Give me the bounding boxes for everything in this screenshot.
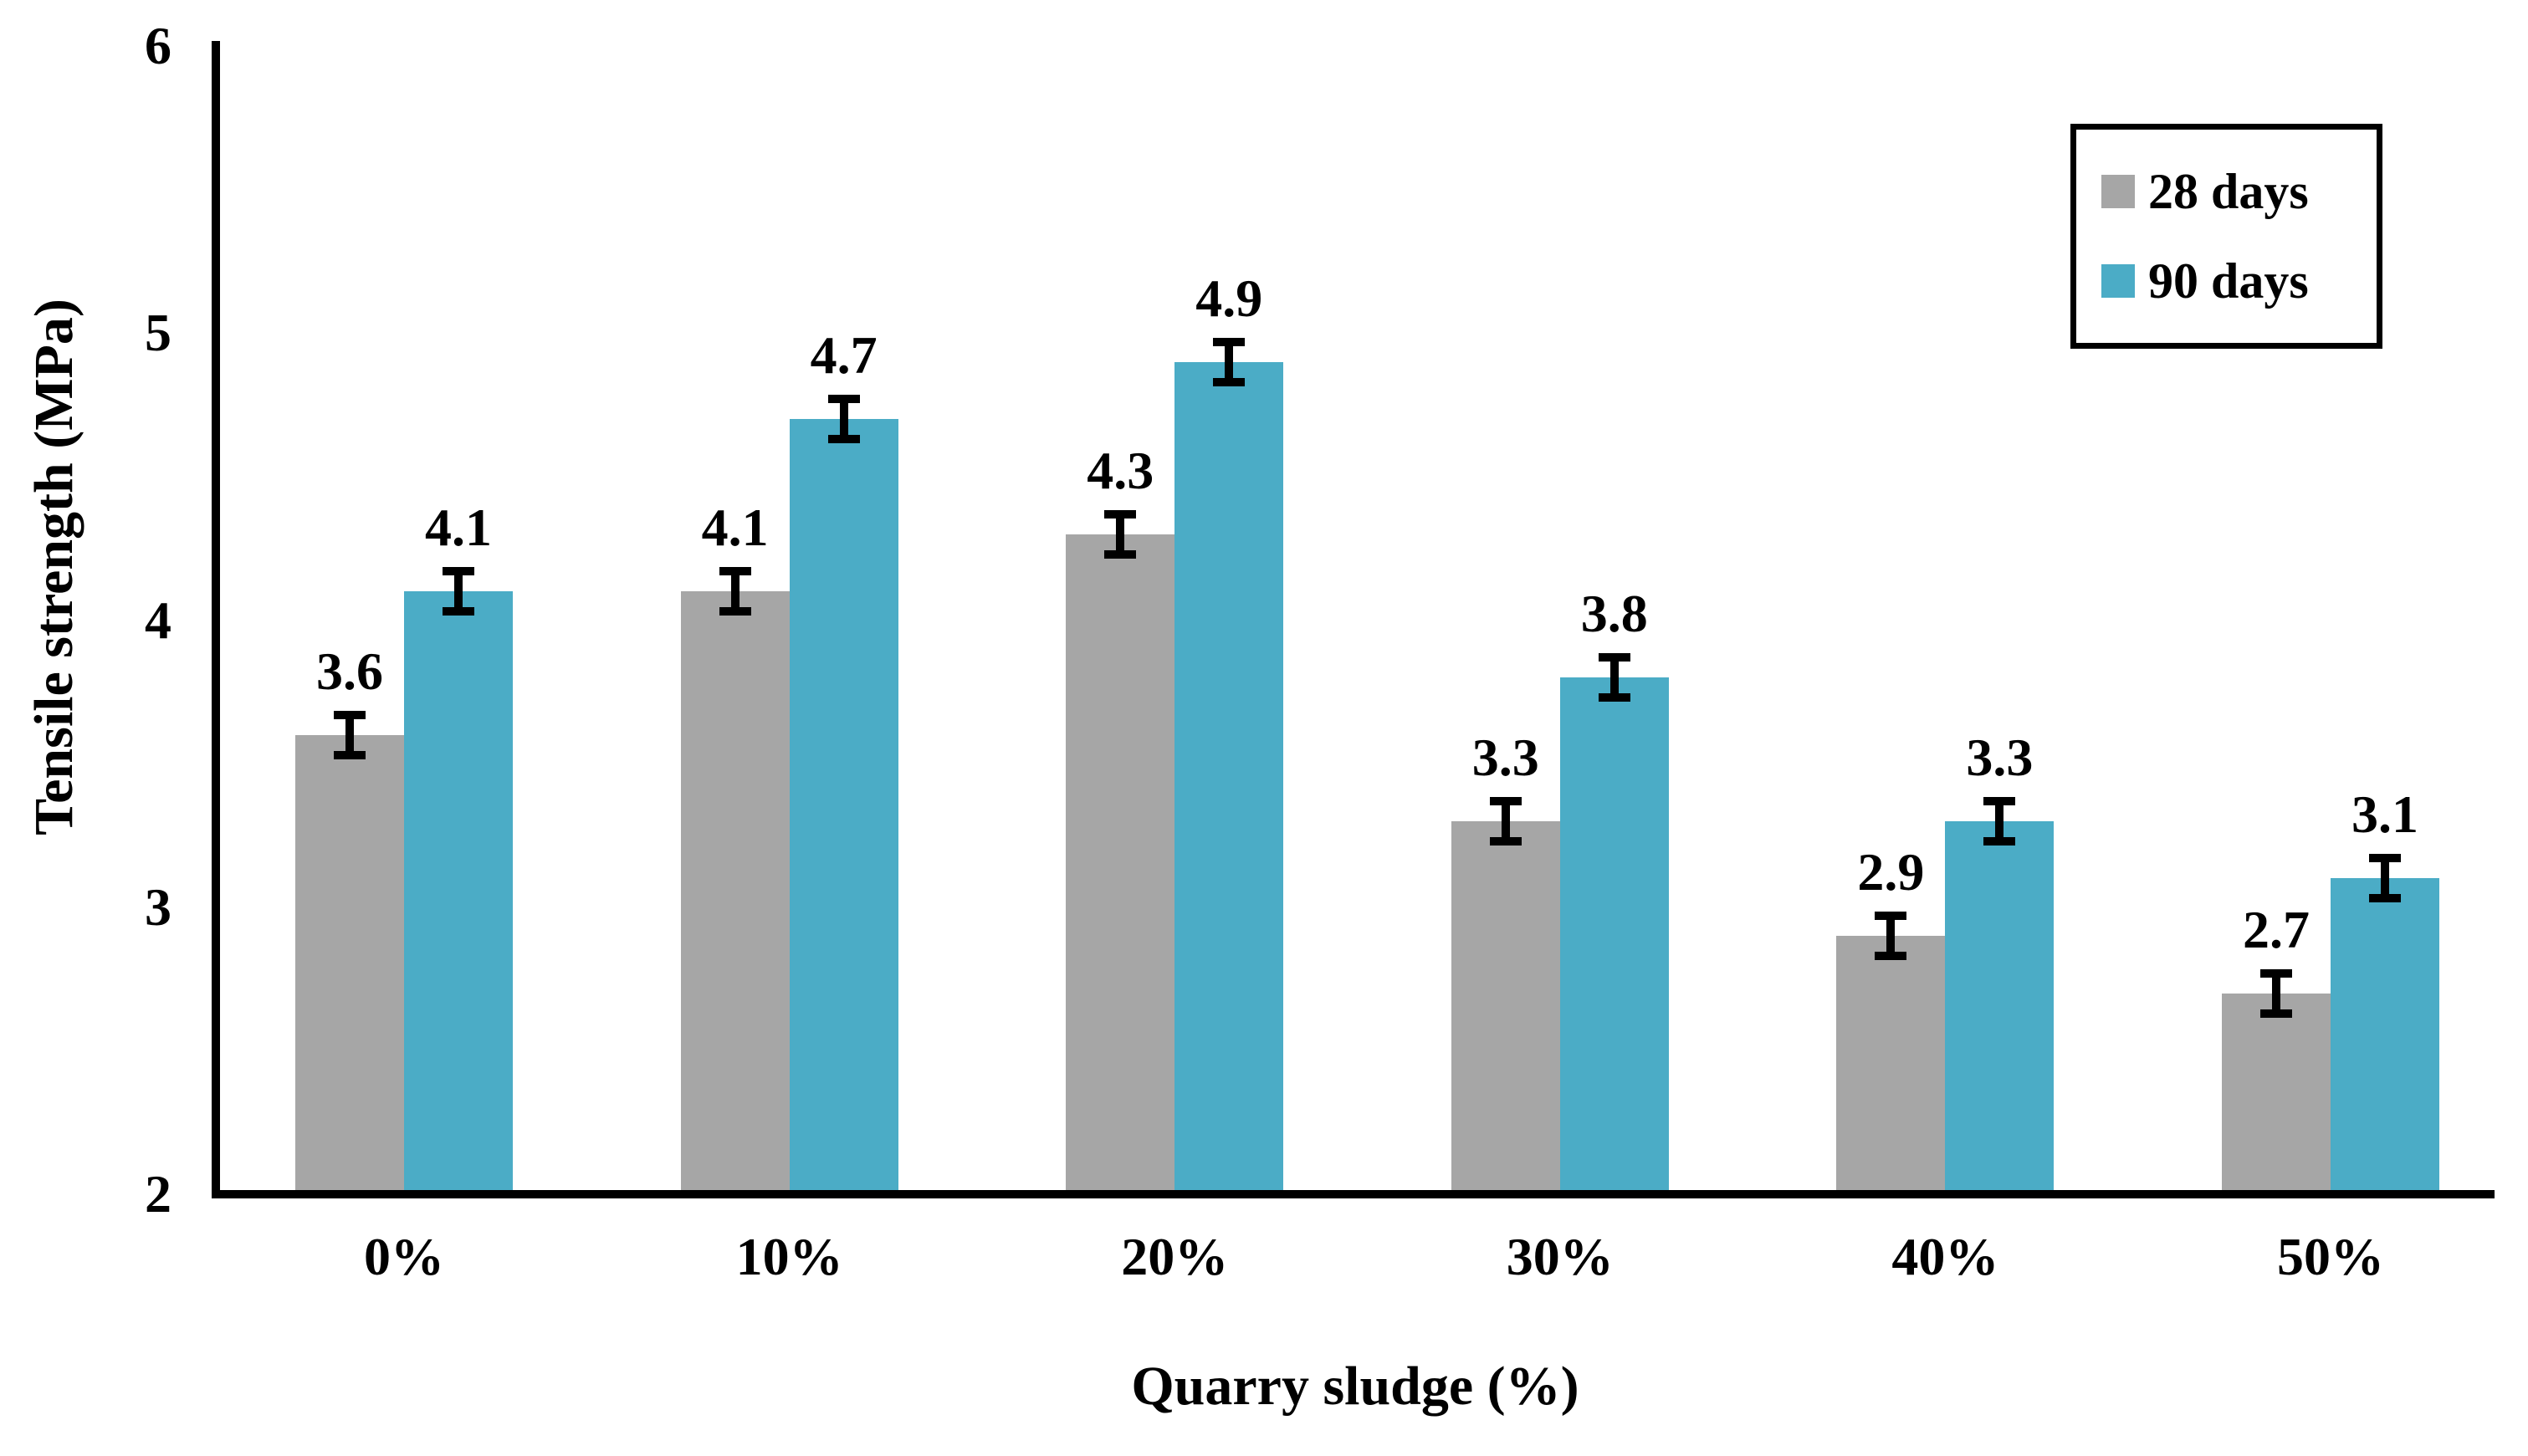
error-bar-line: [730, 571, 739, 612]
value-label: 4.1: [425, 498, 492, 558]
legend-swatch-28-days: [2101, 175, 2135, 209]
legend-label: 90 days: [2148, 253, 2309, 309]
error-bar-cap-bottom: [1598, 693, 1630, 702]
error-bar-cap-bottom: [719, 607, 751, 616]
error-bar-cap-bottom: [443, 607, 474, 616]
bar-90days-0%: [404, 591, 513, 1194]
bar-28days-10%: [680, 591, 790, 1194]
error-bar-line: [1501, 800, 1510, 841]
value-label: 3.8: [1580, 584, 1648, 644]
value-label: 4.7: [810, 325, 878, 386]
value-label: 2.9: [1857, 842, 1925, 902]
x-axis-line: [212, 1190, 2495, 1198]
bar-90days-10%: [789, 419, 898, 1194]
x-axis-title: Quarry sludge (%): [1131, 1356, 1579, 1417]
error-bar-cap-bottom: [1983, 836, 2016, 846]
x-tick-label: 40%: [1891, 1227, 1999, 1286]
y-tick-label: 6: [145, 16, 171, 75]
error-bar-line: [2272, 973, 2280, 1014]
bar-28days-20%: [1066, 534, 1175, 1194]
error-bar-cap-bottom: [827, 435, 860, 444]
error-bar-cap-top: [827, 395, 860, 404]
legend-label: 28 days: [2148, 164, 2309, 220]
y-axis-line: [212, 41, 220, 1198]
error-bar-cap-top: [1875, 912, 1907, 921]
error-bar-cap-top: [2369, 854, 2401, 863]
bar-28days-50%: [2222, 993, 2331, 1194]
bar-28days-40%: [1836, 936, 1946, 1194]
legend-swatch-90-days: [2101, 263, 2135, 298]
value-label: 2.7: [2243, 899, 2310, 959]
legend: 28 days 90 days: [2070, 124, 2382, 349]
error-bar-line: [2381, 858, 2389, 899]
error-bar-cap-top: [1104, 509, 1137, 519]
x-tick-label: 10%: [735, 1227, 843, 1286]
y-tick-label: 5: [145, 303, 171, 363]
error-bar-cap-top: [1213, 337, 1246, 346]
legend-item-28-days: 28 days: [2101, 165, 2377, 218]
value-label: 3.1: [2351, 784, 2418, 845]
x-tick-label: 20%: [1121, 1227, 1229, 1286]
x-tick-label: 30%: [1506, 1227, 1614, 1286]
error-bar-line: [1116, 513, 1125, 554]
error-bar-cap-top: [443, 567, 474, 576]
legend-item-90-days: 90 days: [2101, 254, 2377, 308]
bar-28days-30%: [1451, 820, 1560, 1194]
error-bar-cap-bottom: [1213, 377, 1246, 386]
value-label: 4.1: [701, 498, 769, 558]
bar-90days-30%: [1559, 677, 1669, 1194]
error-bar-line: [1609, 657, 1619, 698]
error-bar-cap-top: [1598, 653, 1630, 662]
y-tick-label: 3: [145, 876, 171, 937]
error-bar-cap-bottom: [1875, 952, 1907, 961]
error-bar-cap-bottom: [334, 750, 366, 759]
error-bar-cap-bottom: [1104, 549, 1137, 559]
error-bar-cap-bottom: [2260, 1009, 2292, 1018]
error-bar-cap-bottom: [1489, 836, 1522, 846]
error-bar-cap-top: [334, 710, 366, 719]
error-bar-line: [1225, 341, 1234, 382]
error-bar-line: [454, 571, 463, 612]
error-bar-line: [839, 399, 848, 440]
y-tick-label: 2: [145, 1164, 171, 1224]
error-bar-cap-top: [719, 567, 751, 576]
error-bar-line: [345, 714, 354, 755]
bar-90days-40%: [1945, 820, 2055, 1194]
bar-90days-20%: [1174, 361, 1284, 1194]
error-bar-cap-top: [1489, 796, 1522, 805]
value-label: 4.9: [1195, 268, 1263, 328]
bar-90days-50%: [2331, 878, 2439, 1194]
bar-28days-0%: [295, 734, 404, 1194]
value-label: 3.3: [1471, 727, 1539, 787]
x-tick-label: 50%: [2277, 1227, 2384, 1286]
error-bar-cap-top: [1983, 796, 2016, 805]
y-tick-label: 4: [145, 590, 171, 650]
value-label: 3.6: [316, 641, 383, 701]
error-bar-line: [1886, 916, 1896, 957]
error-bar-cap-bottom: [2369, 894, 2401, 903]
value-label: 3.3: [1966, 727, 2034, 787]
error-bar-cap-top: [2260, 968, 2292, 978]
error-bar-line: [1995, 800, 2004, 841]
x-tick-label: 0%: [364, 1227, 444, 1286]
value-label: 4.3: [1087, 440, 1154, 500]
